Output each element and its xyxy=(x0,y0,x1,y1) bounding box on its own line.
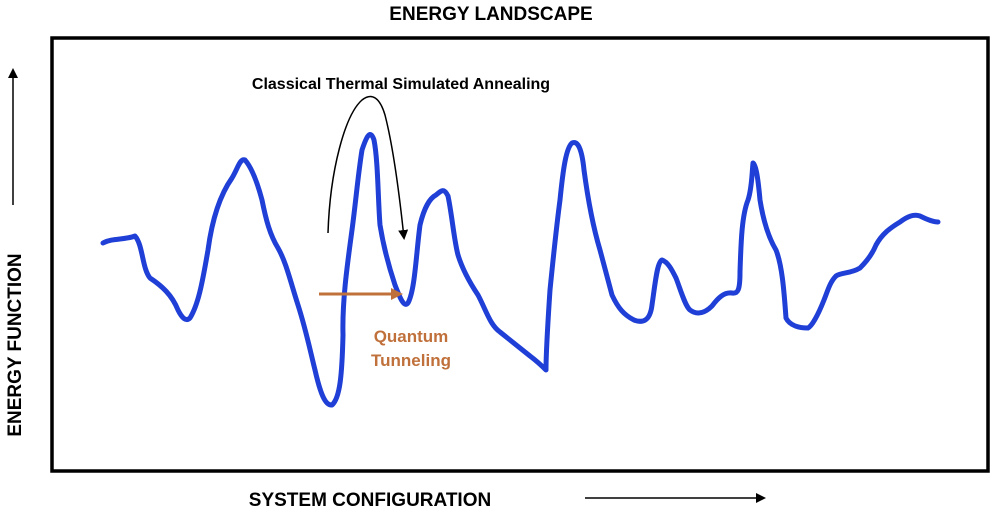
energy-landscape-curve xyxy=(100,132,941,408)
classical-annealing-label: Classical Thermal Simulated Annealing xyxy=(252,76,550,93)
x-axis-label: SYSTEM CONFIGURATION xyxy=(249,490,491,511)
quantum-tunneling-label-line2: Tunneling xyxy=(371,351,451,370)
plot-frame xyxy=(50,36,990,473)
y-axis-label: ENERGY FUNCTION xyxy=(5,253,26,436)
quantum-tunneling-label-line1: Quantum xyxy=(374,327,449,346)
diagram-title: ENERGY LANDSCAPE xyxy=(389,4,592,25)
classical-annealing-arrow xyxy=(327,95,409,240)
